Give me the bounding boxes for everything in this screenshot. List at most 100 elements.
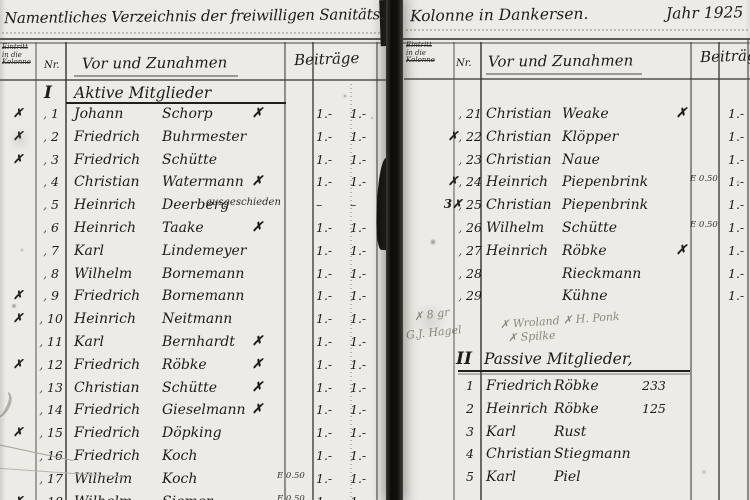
surname: Piepenbrink xyxy=(562,174,649,191)
page-title-right: Kolonne in Dankersen. xyxy=(409,4,589,26)
contribution-1: 1.- xyxy=(316,425,333,441)
row-number: 28 xyxy=(456,266,484,281)
member-row: 4 Christian Stiegmann xyxy=(404,444,750,467)
contribution: 1.- xyxy=(728,265,745,281)
given-name: Wilhelm xyxy=(486,219,545,236)
row-number: 1 xyxy=(466,378,474,393)
row-number: 10 xyxy=(36,311,66,326)
entry-column-header-right: Eintritt in die Kolonne xyxy=(406,41,454,65)
given-name: Christian xyxy=(486,197,552,214)
row-number: 18 xyxy=(36,494,66,500)
section-numeral: II xyxy=(456,349,472,369)
given-name: Friedrich xyxy=(74,288,141,305)
surname: Rust xyxy=(554,423,587,440)
contribution-2: 1.- xyxy=(350,333,367,349)
contribution-2: 1.- xyxy=(350,425,367,441)
row-number: 1 xyxy=(36,106,66,121)
name-x-mark: ✗ xyxy=(252,219,263,235)
surname: Kühne xyxy=(562,288,608,305)
row-number: 25 xyxy=(456,197,484,212)
row-number: 4 xyxy=(36,174,66,189)
house-number: 125 xyxy=(642,400,666,416)
contribution-1: 1.- xyxy=(316,151,333,167)
given-name: Karl xyxy=(74,333,104,350)
contribution-1: 1.- xyxy=(316,402,333,418)
contribution: 1.- xyxy=(728,106,745,121)
entry-fee-note: E 0.50 xyxy=(277,493,305,500)
row-number: 8 xyxy=(36,266,66,281)
margin-x-mark: ✗ xyxy=(12,311,24,326)
contribution-1: 1.- xyxy=(316,265,333,281)
member-row: ✗ 2 Friedrich Buhrmester 1.- 1.- xyxy=(0,127,388,150)
margin-x-mark: ✗ xyxy=(2,494,34,500)
surname: Lindemeyer xyxy=(162,242,247,259)
margin-x-mark: ✗ xyxy=(12,425,24,440)
row-number: 12 xyxy=(36,357,66,372)
contribution-1: 1.- xyxy=(316,379,333,395)
member-row: 29 Kühne 1.- xyxy=(404,286,750,309)
surname: Röbke xyxy=(554,400,599,417)
entry-fee-note: E 0.50 xyxy=(690,174,718,185)
row-number: 2 xyxy=(36,129,66,144)
contribution: 1.- xyxy=(728,128,745,144)
contribution-1: 1.- xyxy=(316,333,333,349)
contribution-2: 1.- xyxy=(350,311,367,327)
contribution-1: 1.- xyxy=(316,311,333,327)
row-number: 11 xyxy=(36,334,66,349)
name-x-mark: ✗ xyxy=(252,402,263,418)
member-row: ✗ 15 Friedrich Döpking 1.- 1.- xyxy=(0,423,388,446)
passive-members-list: 1 Friedrich Röbke 233 2 Heinrich Röbke 125 3 Ka… xyxy=(404,376,750,490)
contribution: 1.- xyxy=(728,288,745,304)
name-x-mark: ✗ xyxy=(252,379,263,395)
given-name: Karl xyxy=(74,242,104,259)
given-name: Friedrich xyxy=(74,151,141,168)
name-x-mark: ✗ xyxy=(252,106,263,121)
given-name: Christian xyxy=(486,446,552,463)
names-column-header-left: Vor und Zunahmen xyxy=(81,53,228,73)
surname: Buhrmester xyxy=(162,128,247,145)
contribution-1: 1.- xyxy=(316,470,333,486)
given-name: Friedrich xyxy=(486,378,553,394)
given-name: Heinrich xyxy=(74,219,137,236)
contribution-1: 1.- xyxy=(316,242,333,258)
contribution: 1.- xyxy=(728,197,745,213)
contributions-column-header-right: Beiträge xyxy=(699,45,750,67)
contribution-2: 1.- xyxy=(350,494,376,500)
resigned-note: ausgeschieden xyxy=(206,197,281,209)
book-gutter-shadow xyxy=(386,0,403,500)
name-x-mark: ✗ xyxy=(252,356,263,372)
entry-column-header-left: Eintritt in die Kolonne xyxy=(2,43,36,67)
given-name: Karl xyxy=(486,423,516,440)
contribution-1: 1.- xyxy=(316,447,333,463)
surname: Bornemann xyxy=(162,265,245,282)
row-number: 27 xyxy=(456,243,484,258)
contribution-2: 1.- xyxy=(350,379,367,395)
row-number: 26 xyxy=(456,220,484,235)
member-row: ✗ 9 Friedrich Bornemann 1.- 1.- xyxy=(0,286,388,309)
given-name: Karl xyxy=(486,469,516,486)
section-title: Aktive Mitglieder xyxy=(74,84,212,102)
surname: Neitmann xyxy=(162,311,233,328)
margin-x-mark: ✗ xyxy=(12,356,24,371)
year-label: Jahr 1925 xyxy=(665,3,744,23)
given-name: Friedrich xyxy=(74,128,141,145)
row-number: 2 xyxy=(466,400,474,416)
row-number: 29 xyxy=(456,288,484,303)
margin-x-mark: ✗ xyxy=(12,106,24,120)
margin-x-mark: ✗ xyxy=(12,128,24,143)
member-row: 7 Karl Lindemeyer 1.- 1.- xyxy=(0,241,388,264)
contribution: 1.- xyxy=(728,242,745,258)
entry-header-line3: Kolonne xyxy=(2,58,31,66)
contributions-column-header-left: Beiträge xyxy=(293,48,360,70)
surname: Rieckmann xyxy=(562,265,642,282)
member-row: 28 Rieckmann 1.- xyxy=(404,264,750,287)
section-title: Passive Mitglieder, xyxy=(484,350,633,368)
contribution-1: 1.- xyxy=(316,128,333,144)
